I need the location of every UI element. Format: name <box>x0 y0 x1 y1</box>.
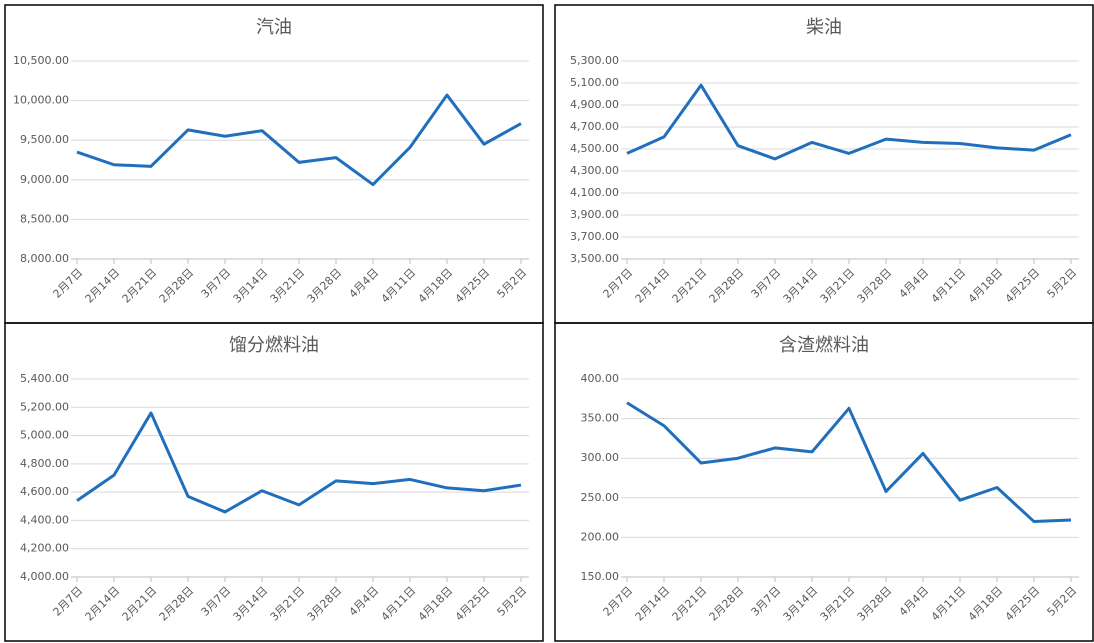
panel-border <box>4 322 544 642</box>
data-line <box>76 93 522 187</box>
x-tick-label: 4月18日 <box>966 584 1006 624</box>
x-tick-label: 2月7日 <box>601 266 636 301</box>
y-tick-label: 4,300.00 <box>570 164 619 177</box>
y-tick-label: 9,000.00 <box>20 173 69 186</box>
x-tick-label: 3月21日 <box>268 266 308 306</box>
x-tick-label: 4月11日 <box>379 584 419 624</box>
y-tick-label: 5,300.00 <box>570 54 619 67</box>
data-line <box>626 401 1072 524</box>
chart-title: 汽油 <box>256 17 292 38</box>
x-tick-label: 4月25日 <box>1003 584 1043 624</box>
x-tick-label: 4月4日 <box>897 266 932 301</box>
chart-title: 馏分燃料油 <box>229 335 319 356</box>
y-tick-label: 4,100.00 <box>570 186 619 199</box>
y-tick-label: 10,500.00 <box>13 54 69 67</box>
x-tick-label: 3月28日 <box>855 584 895 624</box>
x-tick-label: 5月2日 <box>495 584 530 619</box>
y-tick-label: 4,800.00 <box>20 457 69 470</box>
x-tick-label: 2月21日 <box>120 584 160 624</box>
x-tick-label: 4月4日 <box>347 266 382 301</box>
y-tick-label: 4,900.00 <box>570 98 619 111</box>
y-tick-label: 9,500.00 <box>20 133 69 146</box>
chart-title: 柴油 <box>806 17 842 38</box>
y-tick-label: 400.00 <box>581 372 620 385</box>
y-tick-label: 250.00 <box>581 491 620 504</box>
x-tick-label: 2月21日 <box>120 266 160 306</box>
x-tick-label: 3月21日 <box>818 584 858 624</box>
y-tick-label: 4,700.00 <box>570 120 619 133</box>
x-tick-label: 4月25日 <box>453 266 493 306</box>
x-tick-label: 2月14日 <box>633 266 673 306</box>
y-tick-label: 150.00 <box>581 570 620 583</box>
x-tick-label: 2月21日 <box>670 584 710 624</box>
x-tick-label: 4月18日 <box>416 584 456 624</box>
x-tick-label: 4月4日 <box>347 584 382 619</box>
x-tick-label: 4月25日 <box>453 584 493 624</box>
x-tick-label: 2月7日 <box>51 266 86 301</box>
x-tick-label: 3月21日 <box>268 584 308 624</box>
x-tick-label: 4月18日 <box>416 266 456 306</box>
y-tick-label: 5,100.00 <box>570 76 619 89</box>
x-tick-label: 4月11日 <box>929 584 969 624</box>
x-tick-label: 2月28日 <box>157 584 197 624</box>
x-tick-label: 3月14日 <box>781 584 821 624</box>
x-tick-label: 3月21日 <box>818 266 858 306</box>
y-tick-label: 300.00 <box>581 451 620 464</box>
x-tick-label: 3月7日 <box>749 584 784 619</box>
chart-title: 含渣燃料油 <box>779 335 869 356</box>
y-tick-label: 8,000.00 <box>20 252 69 265</box>
x-tick-label: 2月28日 <box>707 266 747 306</box>
x-tick-label: 3月7日 <box>199 584 234 619</box>
x-tick-label: 2月7日 <box>51 584 86 619</box>
y-tick-label: 5,200.00 <box>20 400 69 413</box>
y-tick-label: 4,500.00 <box>570 142 619 155</box>
x-tick-label: 5月2日 <box>495 266 530 301</box>
y-tick-label: 3,500.00 <box>570 252 619 265</box>
x-tick-label: 2月7日 <box>601 584 636 619</box>
x-tick-label: 3月14日 <box>781 266 821 306</box>
y-tick-label: 8,500.00 <box>20 212 69 225</box>
y-tick-label: 10,000.00 <box>13 94 69 107</box>
y-tick-label: 3,900.00 <box>570 208 619 221</box>
y-tick-label: 5,000.00 <box>20 429 69 442</box>
y-tick-label: 3,700.00 <box>570 230 619 243</box>
data-line <box>76 411 522 514</box>
x-tick-label: 3月14日 <box>231 584 271 624</box>
x-tick-label: 2月28日 <box>157 266 197 306</box>
panel-border <box>554 322 1094 642</box>
x-tick-label: 3月28日 <box>855 266 895 306</box>
x-tick-label: 4月11日 <box>929 266 969 306</box>
x-tick-label: 3月7日 <box>199 266 234 301</box>
y-tick-label: 4,000.00 <box>20 570 69 583</box>
x-tick-label: 2月21日 <box>670 266 710 306</box>
x-tick-label: 2月28日 <box>707 584 747 624</box>
x-tick-label: 2月14日 <box>83 266 123 306</box>
x-tick-label: 4月18日 <box>966 266 1006 306</box>
x-tick-label: 2月14日 <box>83 584 123 624</box>
x-tick-label: 5月2日 <box>1045 584 1080 619</box>
x-tick-label: 3月28日 <box>305 266 345 306</box>
y-tick-label: 4,600.00 <box>20 485 69 498</box>
y-tick-label: 4,200.00 <box>20 542 69 555</box>
x-tick-label: 4月4日 <box>897 584 932 619</box>
x-tick-label: 4月11日 <box>379 266 419 306</box>
panel-border <box>4 4 544 324</box>
y-tick-label: 350.00 <box>581 412 620 425</box>
x-tick-label: 3月14日 <box>231 266 271 306</box>
x-tick-label: 3月7日 <box>749 266 784 301</box>
y-tick-label: 5,400.00 <box>20 372 69 385</box>
panel-border <box>554 4 1094 324</box>
data-line <box>626 83 1072 161</box>
y-tick-label: 4,400.00 <box>20 513 69 526</box>
y-tick-label: 200.00 <box>581 530 620 543</box>
x-tick-label: 4月25日 <box>1003 266 1043 306</box>
x-tick-label: 2月14日 <box>633 584 673 624</box>
x-tick-label: 5月2日 <box>1045 266 1080 301</box>
x-tick-label: 3月28日 <box>305 584 345 624</box>
